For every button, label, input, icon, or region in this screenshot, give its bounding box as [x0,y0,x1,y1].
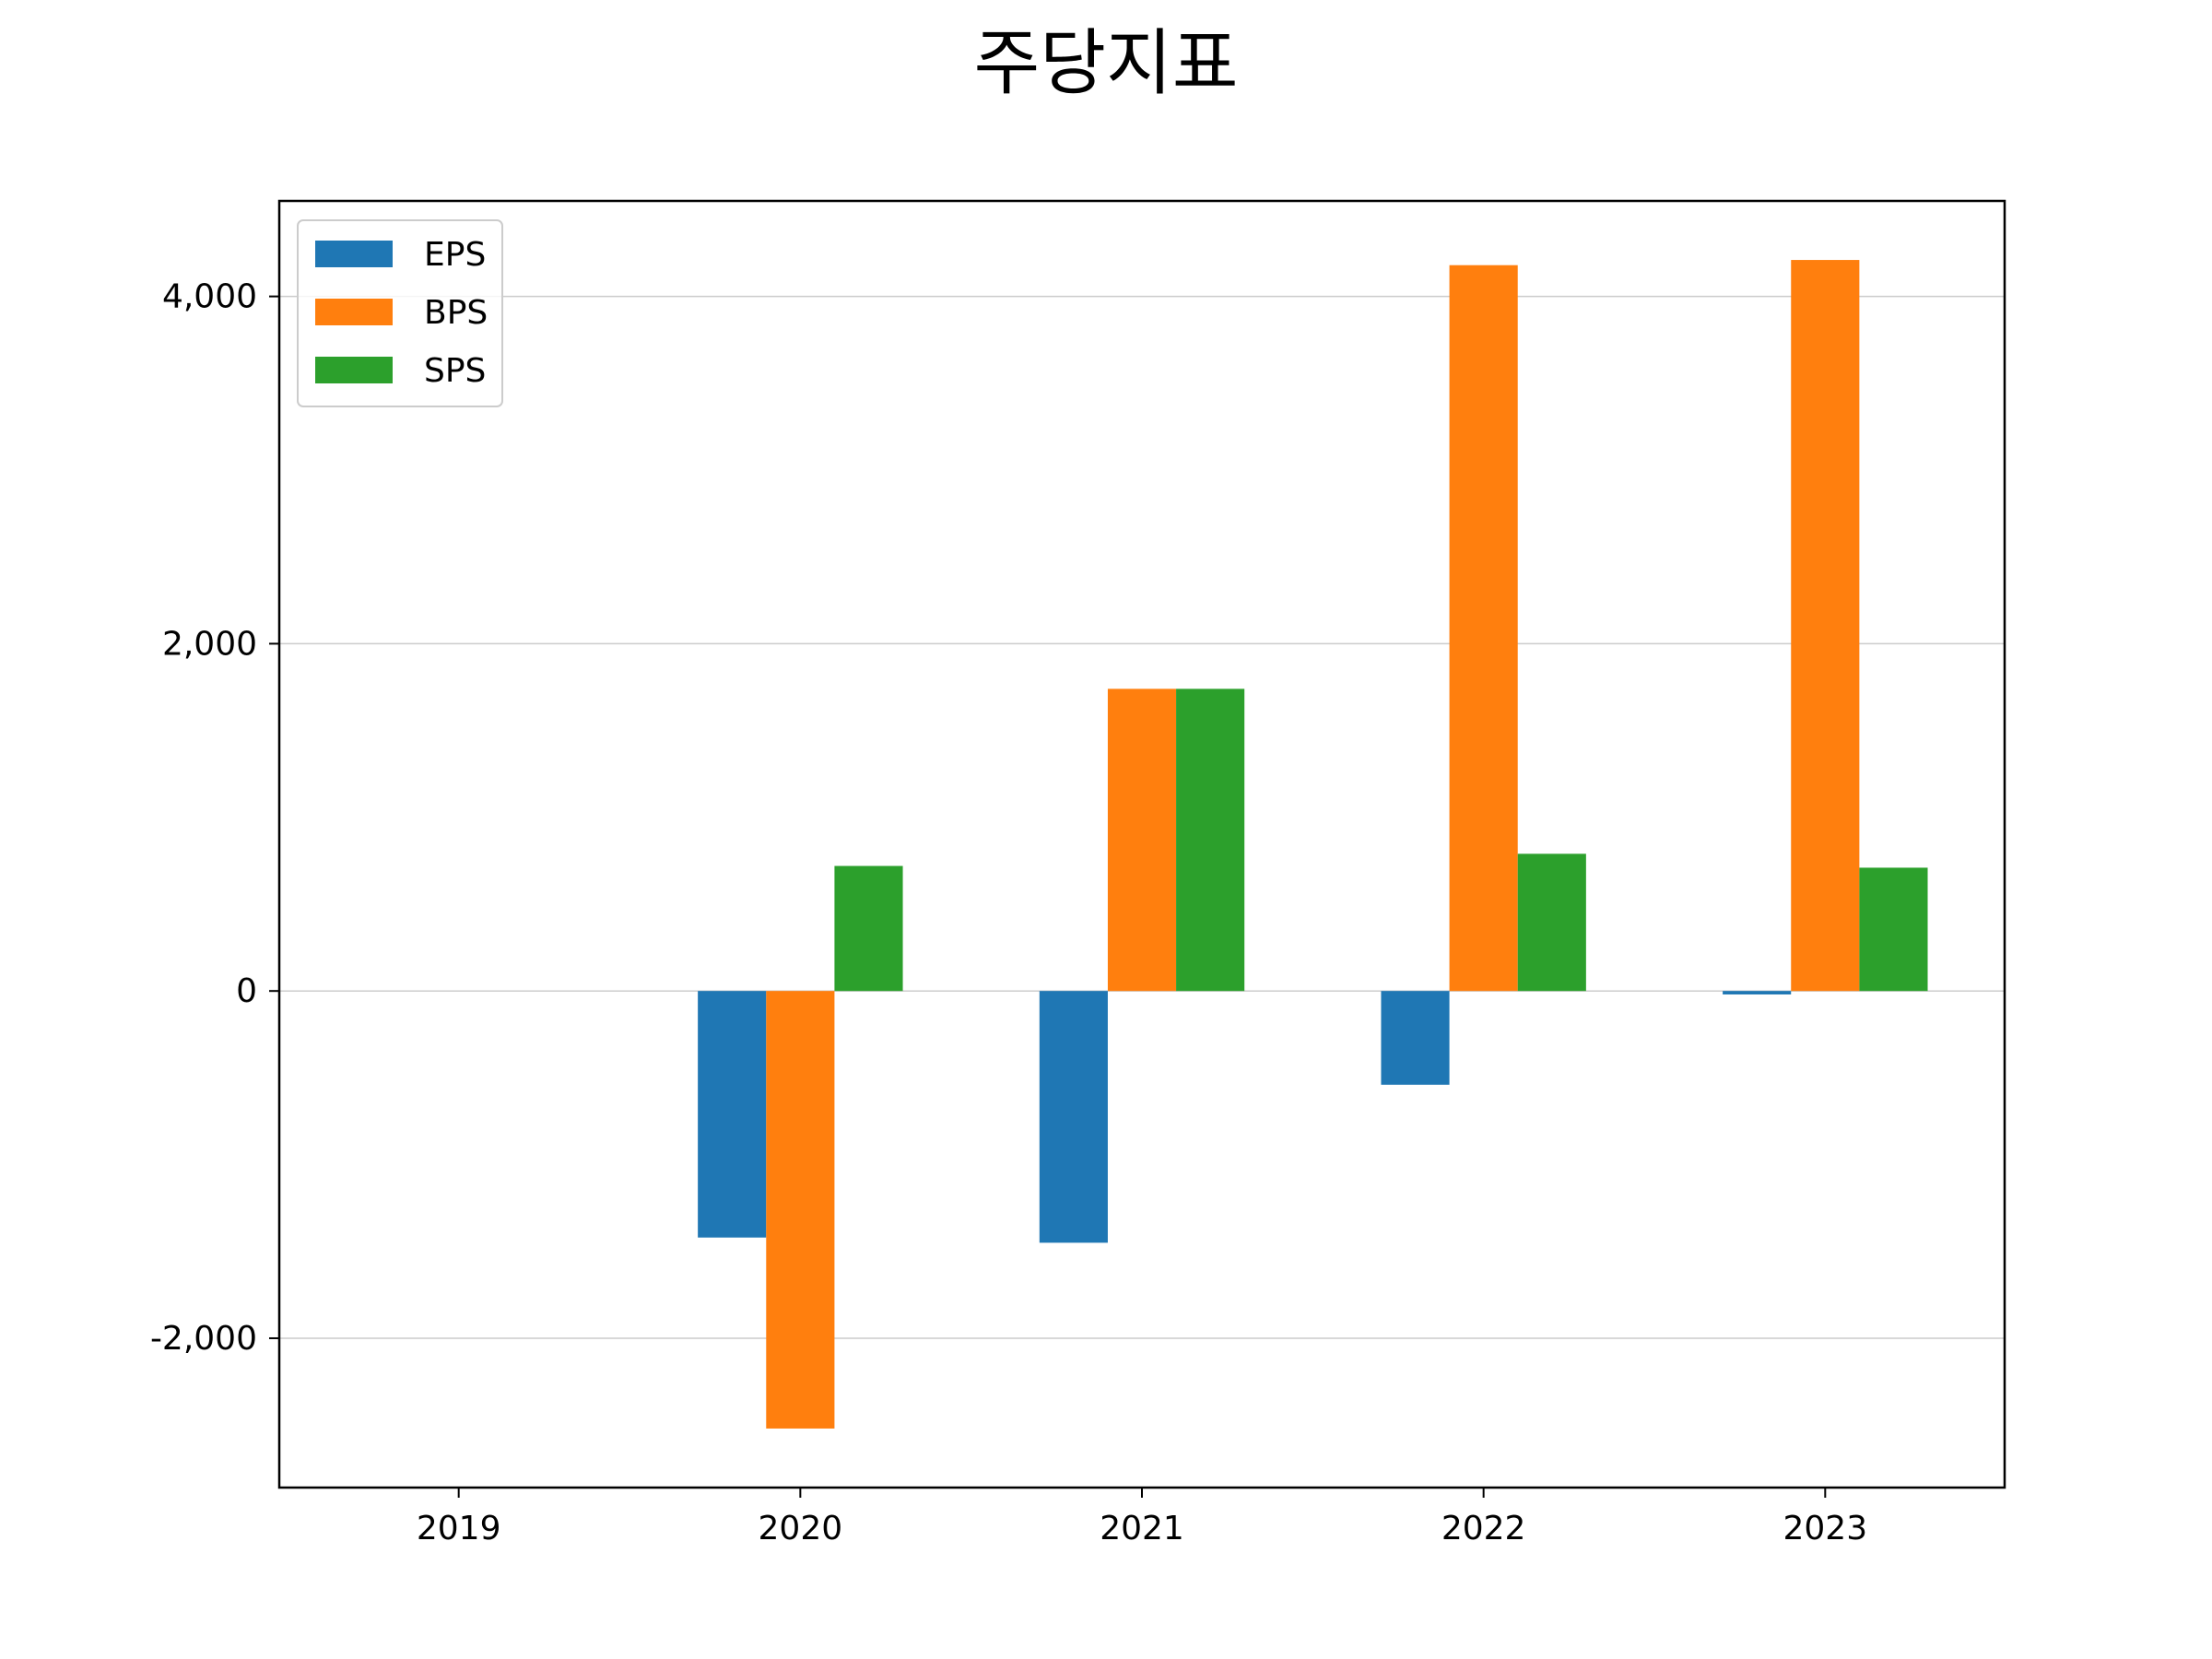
bar-bps-2020 [766,991,835,1429]
bar-bps-2022 [1449,265,1518,992]
bar-sps-2021 [1176,688,1245,992]
chart-title: 주당지표 [973,22,1238,105]
bar-bps-2023 [1791,260,1860,992]
bar-sps-2020 [834,865,903,992]
bar-eps-2020 [698,991,767,1238]
legend: EPS BPS SPS [297,219,503,407]
legend-label-eps: EPS [424,236,486,274]
legend-swatch-eps [315,241,393,267]
y-axis: -2,000 0 2,000 4,000 [150,278,279,1358]
bar-sps-2023 [1859,867,1928,992]
x-tick-label: 2023 [1783,1510,1867,1547]
bars [698,260,1928,1429]
x-axis: 2019 2020 2021 2022 2023 [417,1488,1867,1547]
y-tick-label: 2,000 [162,625,257,663]
legend-label-bps: BPS [424,294,488,332]
legend-label-sps: SPS [424,352,486,390]
bar-eps-2021 [1039,991,1108,1243]
bar-bps-2021 [1107,688,1177,992]
x-tick-label: 2022 [1441,1510,1526,1547]
x-tick-label: 2020 [759,1510,843,1547]
bar-sps-2022 [1517,853,1586,992]
bar-eps-2022 [1381,991,1450,1085]
y-tick-label: 4,000 [162,278,257,316]
x-tick-label: 2021 [1100,1510,1184,1547]
gridlines [279,295,2005,1339]
legend-swatch-sps [315,357,393,383]
y-tick-label: 0 [236,972,257,1010]
x-tick-label: 2019 [417,1510,501,1547]
bar-eps-2023 [1723,991,1792,994]
y-tick-label: -2,000 [150,1320,257,1358]
legend-swatch-bps [315,299,393,325]
